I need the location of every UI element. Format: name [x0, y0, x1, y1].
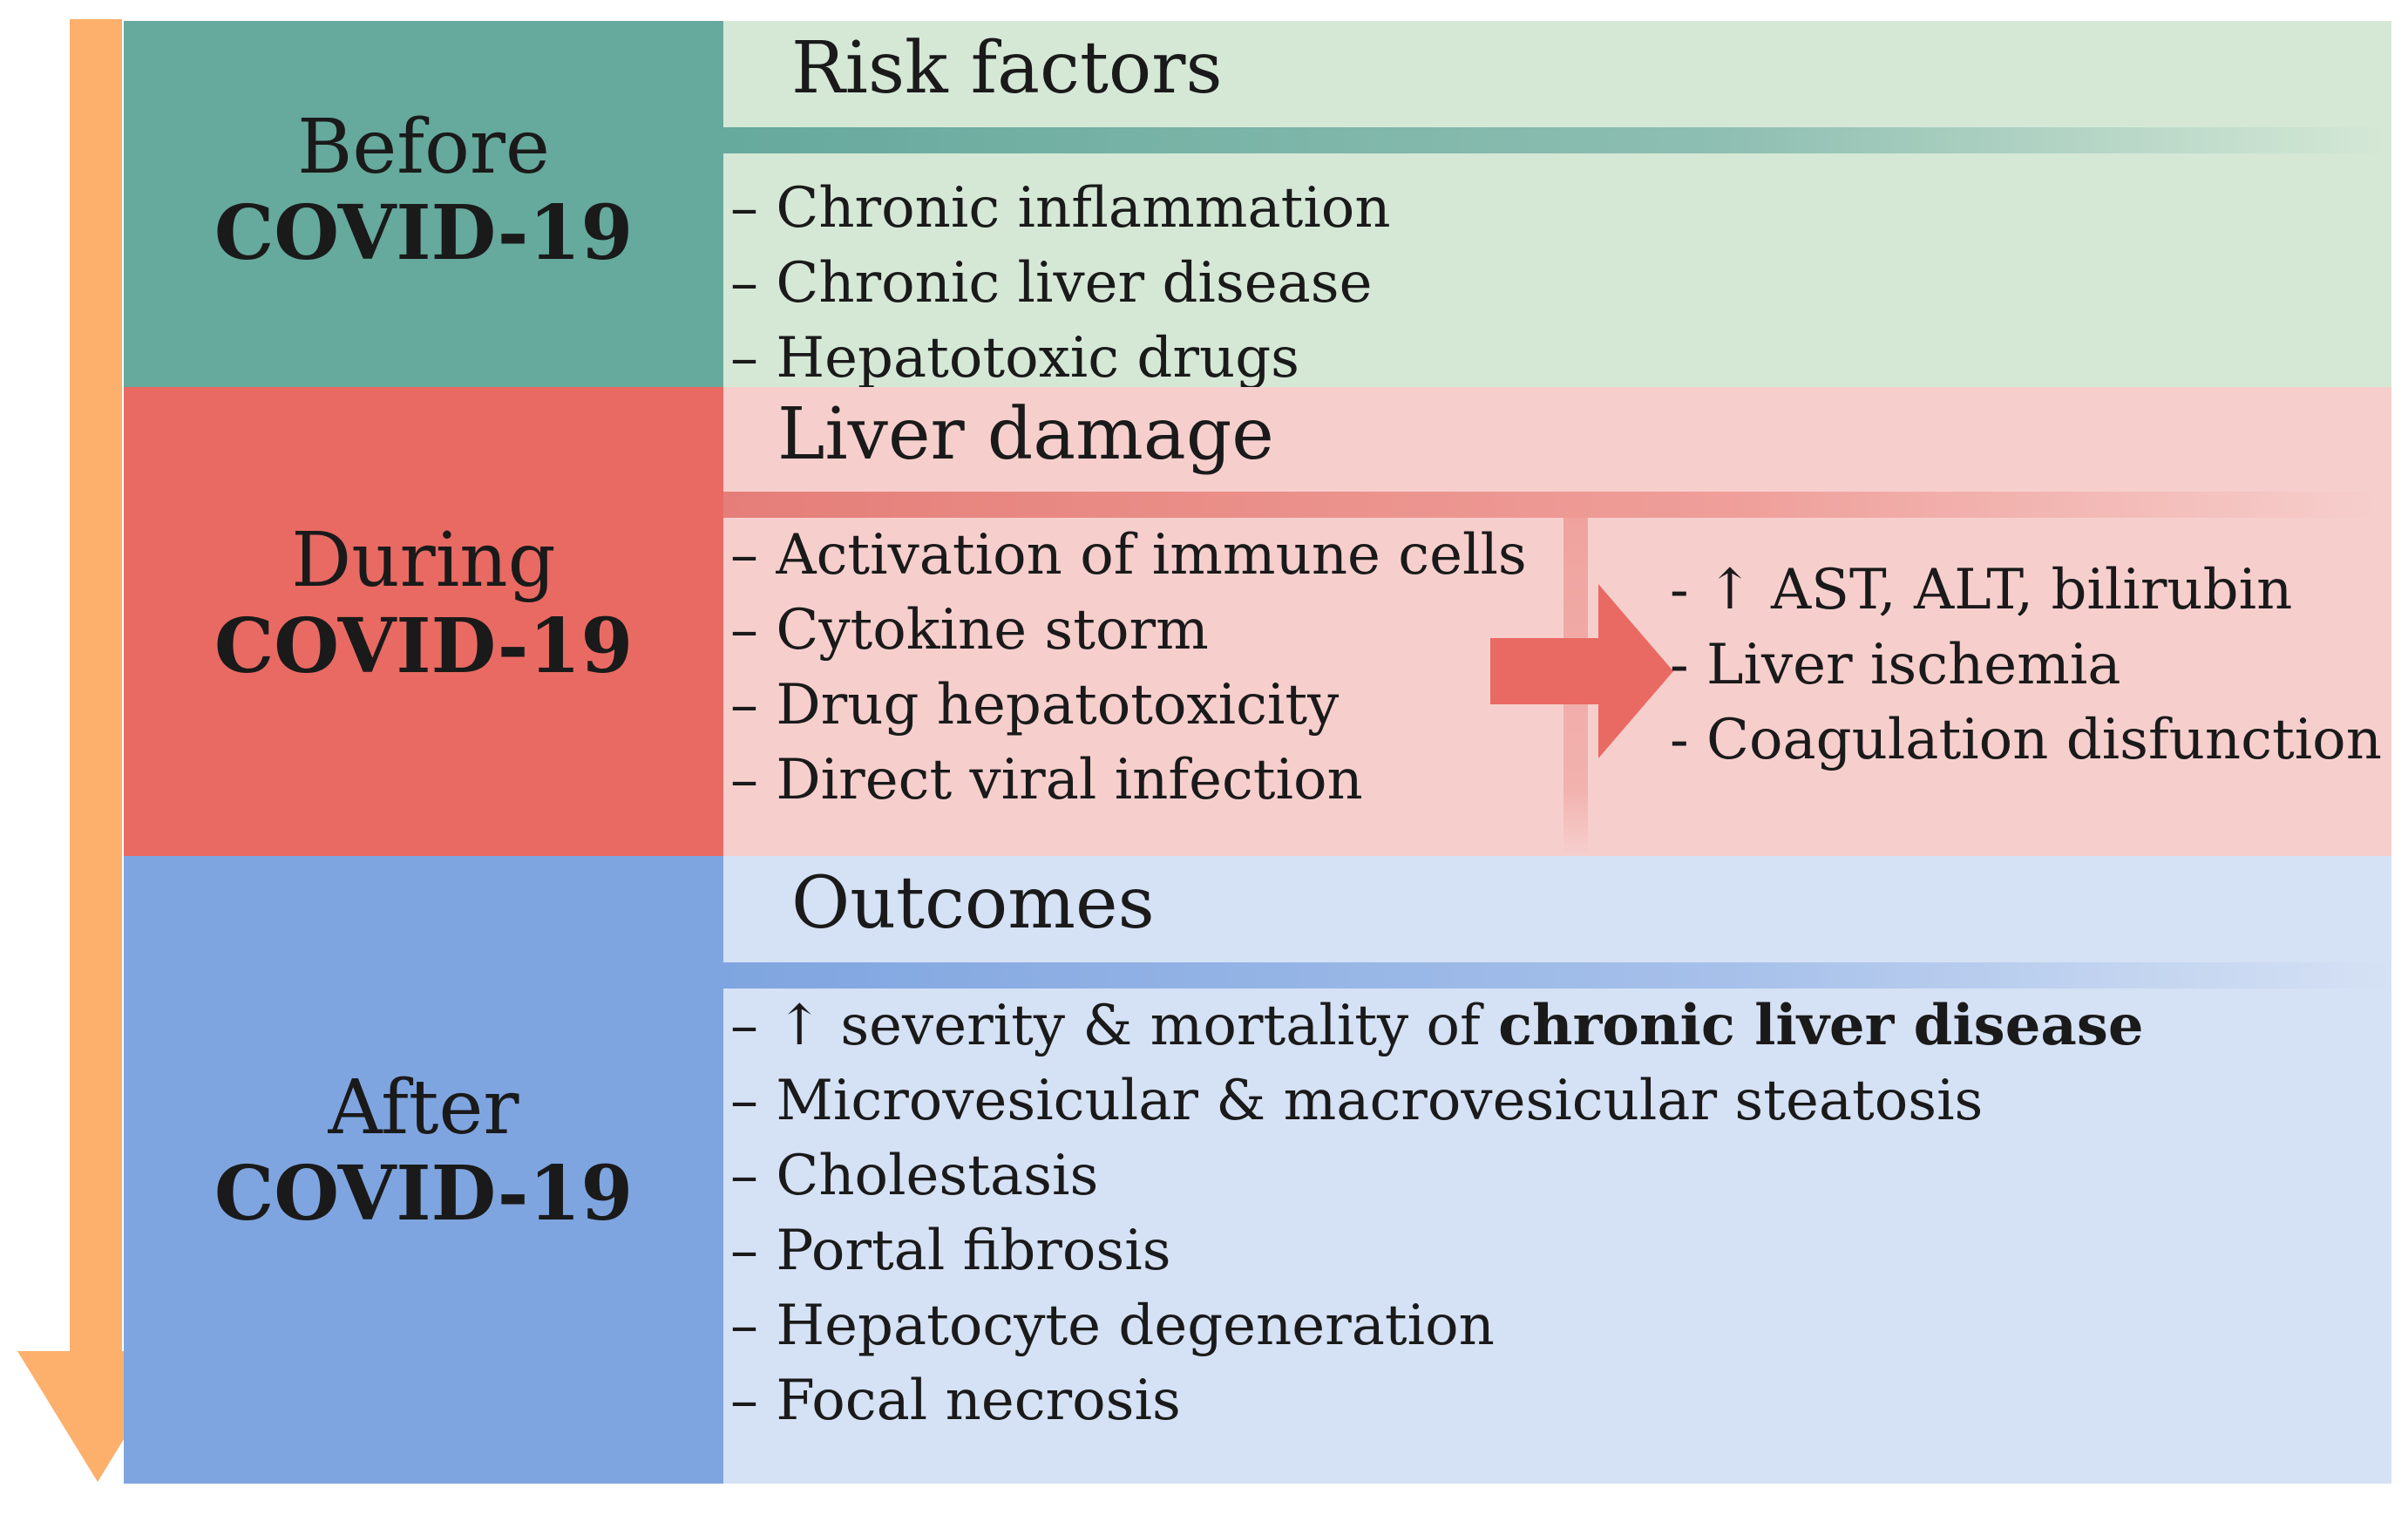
stage-after-label-line2: COVID-19: [214, 1149, 634, 1238]
panel-liver-damage: Liver damage – Activation of immune cell…: [723, 387, 2391, 856]
liver-damage-effects-list: - ↑ AST, ALT, bilirubin - Liver ischemia…: [1670, 553, 2382, 778]
panel-risk-factors: Risk factors – Chronic inflammation – Ch…: [723, 21, 2391, 391]
list-item: – Cytokine storm: [730, 598, 1209, 662]
risk-factors-list: – Chronic inflammation – Chronic liver d…: [730, 171, 1391, 396]
stage-after: After COVID-19: [124, 856, 723, 1484]
list-item: – Activation of immune cells: [730, 523, 1527, 588]
list-item: – Focal necrosis: [730, 1369, 1181, 1433]
right-arrow-icon: [1490, 584, 1673, 758]
list-item: – Chronic inflammation: [730, 176, 1391, 241]
list-item: – Drug hepatotoxicity: [730, 673, 1340, 737]
stage-after-label: After COVID-19: [124, 1065, 723, 1238]
stage-before-label-line1: Before: [297, 104, 550, 191]
list-item: – Cholestasis: [730, 1144, 1099, 1208]
list-item: - Coagulation disfunction: [1670, 708, 2382, 772]
list-item: - ↑ AST, ALT, bilirubin: [1670, 558, 2293, 622]
panel-outcomes: Outcomes – ↑ severity & mortality of chr…: [723, 856, 2391, 1484]
stage-before-label-line2: COVID-19: [214, 188, 634, 277]
list-item: - Liver ischemia: [1670, 633, 2121, 697]
outcomes-separator: [723, 962, 2391, 988]
list-item: – Portal fibrosis: [730, 1219, 1171, 1283]
list-item: – Chronic liver disease: [730, 251, 1373, 316]
list-item: – Hepatotoxic drugs: [730, 326, 1299, 391]
risk-factors-separator: [723, 127, 2391, 153]
stage-after-label-line1: After: [328, 1064, 519, 1152]
outcome-first-prefix: – ↑ severity & mortality of: [730, 994, 1499, 1058]
risk-factors-header: Risk factors: [791, 27, 1223, 110]
list-item: – Direct viral infection: [730, 748, 1363, 812]
outcomes-header: Outcomes: [791, 862, 1155, 945]
stage-during: During COVID-19: [124, 387, 723, 856]
list-item: – Hepatocyte degeneration: [730, 1294, 1495, 1358]
stage-during-label-line1: During: [291, 517, 556, 604]
stage-during-label: During COVID-19: [124, 518, 723, 690]
list-item: – ↑ severity & mortality of chronic live…: [730, 988, 2144, 1063]
outcome-first-bold: chronic liver disease: [1498, 993, 2144, 1058]
liver-damage-causes-list: – Activation of immune cells – Cytokine …: [730, 518, 1527, 818]
outcomes-list: – ↑ severity & mortality of chronic live…: [730, 988, 2144, 1438]
stage-before-label: Before COVID-19: [124, 105, 723, 277]
liver-damage-separator: [723, 492, 2391, 518]
liver-damage-header: Liver damage: [777, 393, 1274, 476]
timeline-arrow-shaft: [70, 19, 122, 1353]
list-item: – Microvesicular & macrovesicular steato…: [730, 1069, 1984, 1133]
stage-before: Before COVID-19: [124, 21, 723, 387]
stage-during-label-line2: COVID-19: [214, 601, 634, 690]
